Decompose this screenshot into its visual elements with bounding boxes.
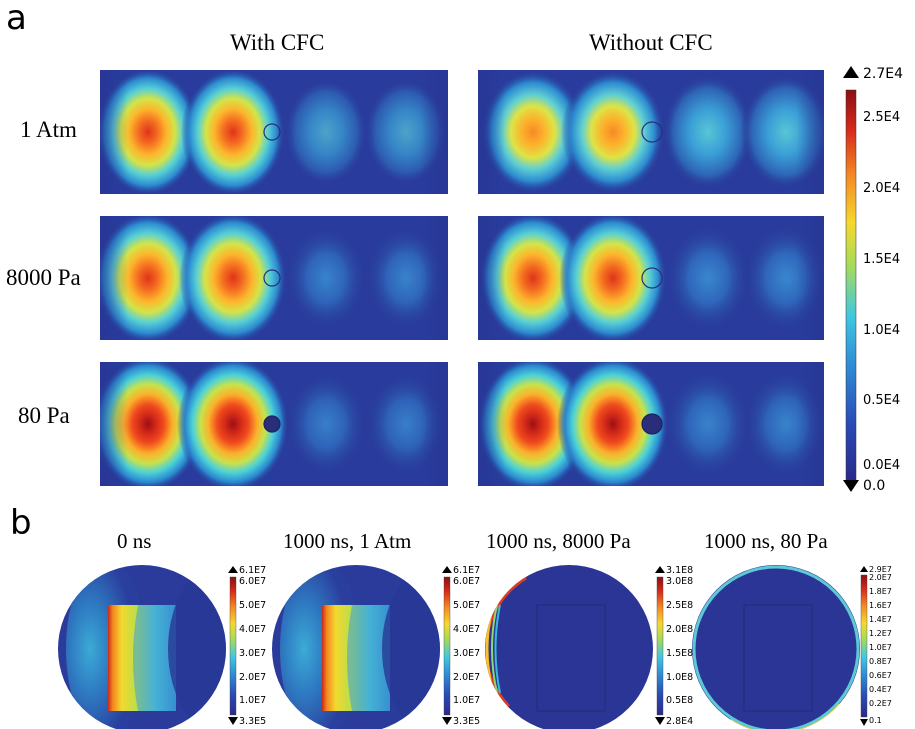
colorbar-b2-min-label: 3.3E5 bbox=[453, 716, 481, 727]
plot-title-1000ns-80pa: 1000 ns, 80 Pa bbox=[704, 529, 828, 553]
plot-title-1000ns-1atm: 1000 ns, 1 Atm bbox=[283, 529, 412, 553]
column-title-without-cfc: Without CFC bbox=[589, 30, 713, 55]
colorbar-b4-tick: 2.0E7 bbox=[869, 573, 892, 582]
colorbar-b3-max-marker-icon bbox=[655, 566, 665, 573]
colorbar-a-min-label: 0.0 bbox=[863, 478, 886, 494]
colorbar-b4-max-marker-icon bbox=[860, 566, 868, 572]
colorbar-b2-tick: 5.0E7 bbox=[453, 600, 481, 611]
colorbar-b4-tick: 0.6E7 bbox=[869, 671, 892, 680]
heatmap-80pa-with-cfc bbox=[100, 362, 448, 486]
colorbar-b2-tick: 1.0E7 bbox=[453, 695, 481, 706]
colorbar-b1-tick: 5.0E7 bbox=[239, 600, 267, 611]
panel-a-letter: a bbox=[6, 0, 27, 38]
colorbar-b2-tick: 6.0E7 bbox=[453, 576, 481, 587]
colorbar-b2-tick: 3.0E7 bbox=[453, 648, 481, 659]
colorbar-b4-max-label: 2.9E7 bbox=[869, 565, 892, 574]
panel-b-letter: b bbox=[10, 503, 32, 543]
colorbar-a-max-marker-icon bbox=[843, 66, 859, 78]
colorbar-b3-tick: 0.5E8 bbox=[666, 695, 694, 706]
colorbar-b1-tick: 4.0E7 bbox=[239, 624, 267, 635]
row-label-80-pa: 80 Pa bbox=[18, 403, 70, 428]
colorbar-b2-max-marker-icon bbox=[442, 566, 452, 573]
colorbar-b4-tick: 0.8E7 bbox=[869, 657, 892, 666]
colorbar-b3-tick: 2.5E8 bbox=[666, 600, 694, 611]
colorbar-b3-tick: 3.0E8 bbox=[666, 576, 694, 587]
colorbar-b1-tick: 2.0E7 bbox=[239, 672, 267, 683]
row-label-8000-pa: 8000 Pa bbox=[6, 265, 81, 290]
colorbar-a-tick: 1.5E4 bbox=[863, 252, 901, 267]
colorbar-b1-tick: 3.0E7 bbox=[239, 648, 267, 659]
colorbar-b4-tick: 0.2E7 bbox=[869, 699, 892, 708]
colorbar-b4-tick: 1.6E7 bbox=[869, 601, 892, 610]
colorbar-b1-min-label: 3.3E5 bbox=[239, 716, 267, 727]
colorbar-a bbox=[843, 66, 859, 492]
heatmap-8000pa-without-cfc bbox=[478, 216, 824, 340]
colorbar-b4-min-label: 0.1 bbox=[869, 716, 882, 725]
colorbar-b2-min-marker-icon bbox=[442, 717, 452, 725]
colorbar-a-tick: 2.5E4 bbox=[863, 110, 901, 125]
colorbar-b3-max-label: 3.1E8 bbox=[666, 565, 694, 576]
colorbar-b1-max-label: 6.1E7 bbox=[239, 565, 267, 576]
colorbar-b3 bbox=[655, 566, 665, 725]
colorbar-a-tick: 0.5E4 bbox=[863, 393, 901, 408]
colorbar-b4-tick: 1.0E7 bbox=[869, 643, 892, 652]
colorbar-b4-min-marker-icon bbox=[860, 719, 868, 726]
colorbar-b1-max-marker-icon bbox=[228, 566, 238, 573]
colorbar-b4-tick: 0.4E7 bbox=[869, 685, 892, 694]
disc-plot-1000ns-80pa bbox=[692, 565, 860, 729]
row-label-1-atm: 1 Atm bbox=[20, 117, 77, 142]
colorbar-b2-tick: 2.0E7 bbox=[453, 672, 481, 683]
heatmap-1atm-without-cfc bbox=[478, 70, 824, 194]
heatmap-80pa-without-cfc bbox=[478, 362, 824, 486]
colorbar-b3-tick: 2.0E8 bbox=[666, 624, 694, 635]
colorbar-b4-tick: 1.8E7 bbox=[869, 587, 892, 596]
colorbar-b1-tick: 1.0E7 bbox=[239, 695, 267, 706]
plot-title-0ns: 0 ns bbox=[117, 529, 152, 553]
colorbar-a-tick: 1.0E4 bbox=[863, 323, 901, 338]
colorbar-a-tick: 2.0E4 bbox=[863, 181, 901, 196]
colorbar-b1-tick: 6.0E7 bbox=[239, 576, 267, 587]
colorbar-b1-min-marker-icon bbox=[228, 717, 238, 725]
heatmap-8000pa-with-cfc bbox=[100, 216, 448, 340]
disc-plot-1000ns-8000pa bbox=[485, 565, 653, 729]
disc-plot-1000ns-1atm bbox=[272, 565, 440, 729]
colorbar-b2-max-label: 6.1E7 bbox=[453, 565, 481, 576]
plot-title-1000ns-8000pa: 1000 ns, 8000 Pa bbox=[486, 529, 631, 553]
colorbar-b2-tick: 4.0E7 bbox=[453, 624, 481, 635]
colorbar-b3-tick: 1.5E8 bbox=[666, 648, 694, 659]
colorbar-b3-min-label: 2.8E4 bbox=[666, 716, 694, 727]
colorbar-a-min-marker-icon bbox=[843, 480, 859, 492]
colorbar-b2 bbox=[442, 566, 452, 725]
disc-plot-0ns bbox=[58, 565, 226, 729]
colorbar-b4-tick: 1.4E7 bbox=[869, 615, 892, 624]
colorbar-b1 bbox=[228, 566, 238, 725]
column-title-with-cfc: With CFC bbox=[230, 30, 325, 55]
colorbar-b4-tick: 1.2E7 bbox=[869, 629, 892, 638]
heatmap-1atm-with-cfc bbox=[100, 70, 448, 194]
colorbar-b3-min-marker-icon bbox=[655, 717, 665, 725]
colorbar-b3-tick: 1.0E8 bbox=[666, 672, 694, 683]
colorbar-a-max-label: 2.7E4 bbox=[863, 66, 904, 82]
colorbar-b4 bbox=[860, 566, 868, 726]
colorbar-a-tick: 0.0E4 bbox=[863, 458, 901, 473]
